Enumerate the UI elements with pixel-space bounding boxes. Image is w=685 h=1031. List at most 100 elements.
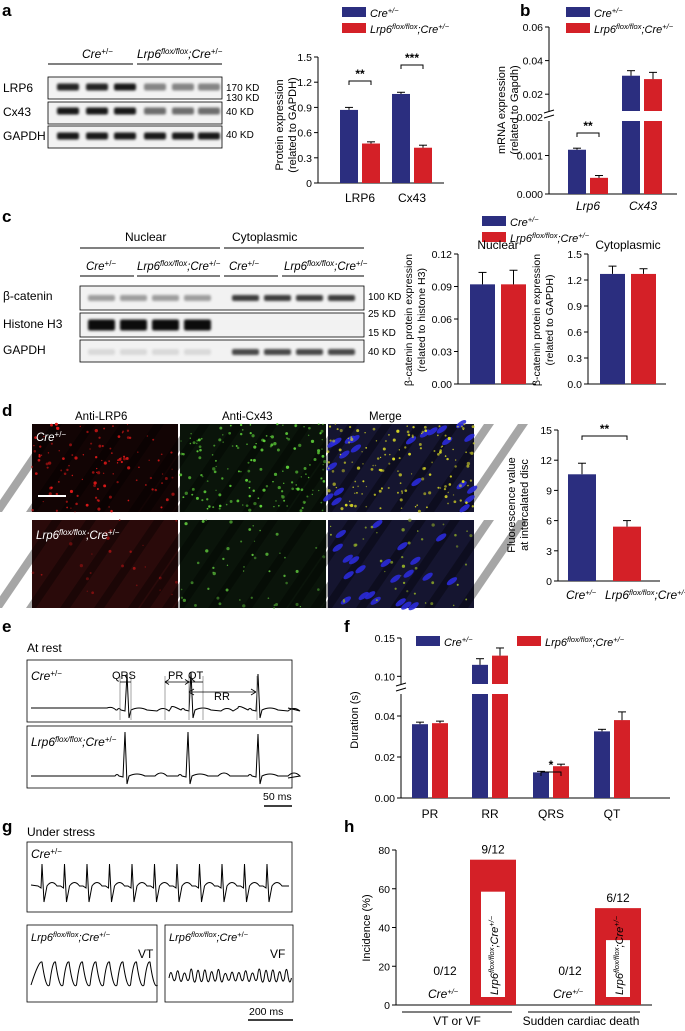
micrograph-signal [421, 477, 425, 481]
micrograph-nucleus [403, 569, 414, 578]
micrograph-signal [69, 489, 74, 494]
micrograph-signal [213, 470, 217, 474]
blot-band [232, 295, 259, 301]
bar [644, 117, 662, 194]
micrograph-signal [268, 570, 271, 573]
micrograph-signal [179, 473, 183, 477]
micrograph-signal [426, 506, 428, 509]
micrograph-signal [215, 489, 217, 492]
micrograph-fiber [174, 520, 244, 608]
y-tick-label: 0.06 [432, 314, 453, 326]
y-axis-label: Fluorescence valueat intercalated disc [506, 457, 531, 552]
chart-title: Nuclear [477, 238, 518, 252]
kd-label: 15 KD [368, 328, 396, 339]
micrograph-fiber [140, 424, 210, 512]
micrograph-fiber [0, 424, 62, 512]
significance-label: ** [583, 119, 593, 133]
micrograph-signal [104, 531, 108, 535]
micrograph-fiber [288, 424, 358, 512]
micrograph-signal [466, 464, 470, 468]
micrograph-signal [269, 435, 272, 438]
micrograph-tile [32, 424, 178, 512]
micrograph-signal [327, 467, 330, 470]
blot-band [184, 295, 211, 301]
micrograph-signal [111, 452, 113, 454]
micrograph-signal [338, 448, 342, 452]
axis-break [543, 109, 555, 114]
micrograph-signal [127, 499, 130, 502]
micrograph-signal [469, 452, 471, 454]
micrograph-nucleus [467, 485, 478, 494]
micrograph-signal [322, 555, 326, 559]
ecg-interval-label: QRS [112, 670, 136, 682]
micrograph-signal [74, 511, 76, 513]
axis-break [543, 115, 673, 121]
micrograph-nucleus [348, 556, 360, 565]
micrograph-signal [322, 468, 325, 471]
chart-d: 0 3 6 9 12 15 Fluorescence valueat intercalate… [506, 422, 685, 602]
x-tick-label: Sudden cardiac death [523, 1014, 640, 1028]
micrograph-signal [50, 423, 53, 427]
micrograph-signal [31, 508, 34, 512]
bar [412, 724, 428, 798]
micrograph-signal [452, 604, 455, 607]
micrograph-signal [120, 457, 122, 459]
micrograph-signal [55, 426, 58, 428]
micrograph-signal [222, 557, 225, 561]
y-axis-label: β-catenin protein expression(related to … [403, 254, 428, 386]
micrograph-signal [103, 461, 107, 465]
micrograph-signal [259, 529, 261, 532]
kd-label: 100 KD [368, 292, 401, 303]
blot-band [88, 349, 115, 355]
legend-swatch-cre [416, 636, 440, 646]
micrograph-signal [175, 519, 178, 522]
micrograph-nucleus [370, 596, 381, 605]
blot-c-sub-label: Cre+/− [86, 259, 116, 274]
micrograph-nucleus [355, 565, 366, 574]
micrograph-signal [38, 453, 41, 456]
axis-break [395, 688, 665, 694]
micrograph-signal [118, 519, 121, 521]
blot-c-row-label: GAPDH [3, 343, 46, 357]
micrograph-signal [184, 491, 188, 495]
micrograph-signal [196, 450, 199, 453]
kd-label: 40 KD [368, 347, 396, 358]
micrograph-signal [253, 501, 257, 506]
y-tick-label: 1.2 [567, 275, 582, 287]
micrograph-signal [349, 503, 354, 508]
micrograph-signal [75, 502, 78, 506]
significance-bracket [576, 132, 600, 137]
y-tick-label: 0.15 [375, 633, 396, 645]
micrograph-signal [235, 445, 238, 447]
micrograph-signal [410, 473, 413, 475]
micrograph-signal [108, 495, 112, 499]
blot-band [120, 349, 147, 355]
micrograph-fiber [60, 424, 130, 512]
micrograph-signal [430, 602, 434, 606]
micrograph-signal [401, 492, 403, 494]
micrograph-signal [37, 458, 41, 462]
micrograph-signal [286, 505, 288, 507]
micrograph-nucleus [323, 493, 334, 502]
blot-band [152, 295, 179, 301]
micrograph-signal [164, 477, 168, 480]
micrograph-signal [376, 457, 380, 460]
micrograph-signal [129, 550, 132, 553]
micrograph-signal [295, 488, 297, 490]
micrograph-signal [273, 607, 275, 609]
micrograph-signal [398, 473, 402, 477]
bar [568, 149, 586, 194]
ecg-trace-stress-cre [30, 863, 289, 903]
y-tick-label: 60 [378, 884, 390, 896]
micrograph-signal [106, 536, 110, 540]
micrograph-signal [189, 437, 192, 439]
micrograph-signal [404, 489, 408, 492]
bar [470, 284, 495, 384]
micrograph-signal [248, 528, 252, 531]
micrograph-signal [421, 430, 424, 434]
kd-label: 25 KD [368, 309, 396, 320]
micrograph-signal [190, 432, 192, 435]
y-tick-label: 15 [540, 425, 552, 437]
ecg-e-title: At rest [27, 641, 62, 655]
micrograph-signal [472, 442, 475, 445]
